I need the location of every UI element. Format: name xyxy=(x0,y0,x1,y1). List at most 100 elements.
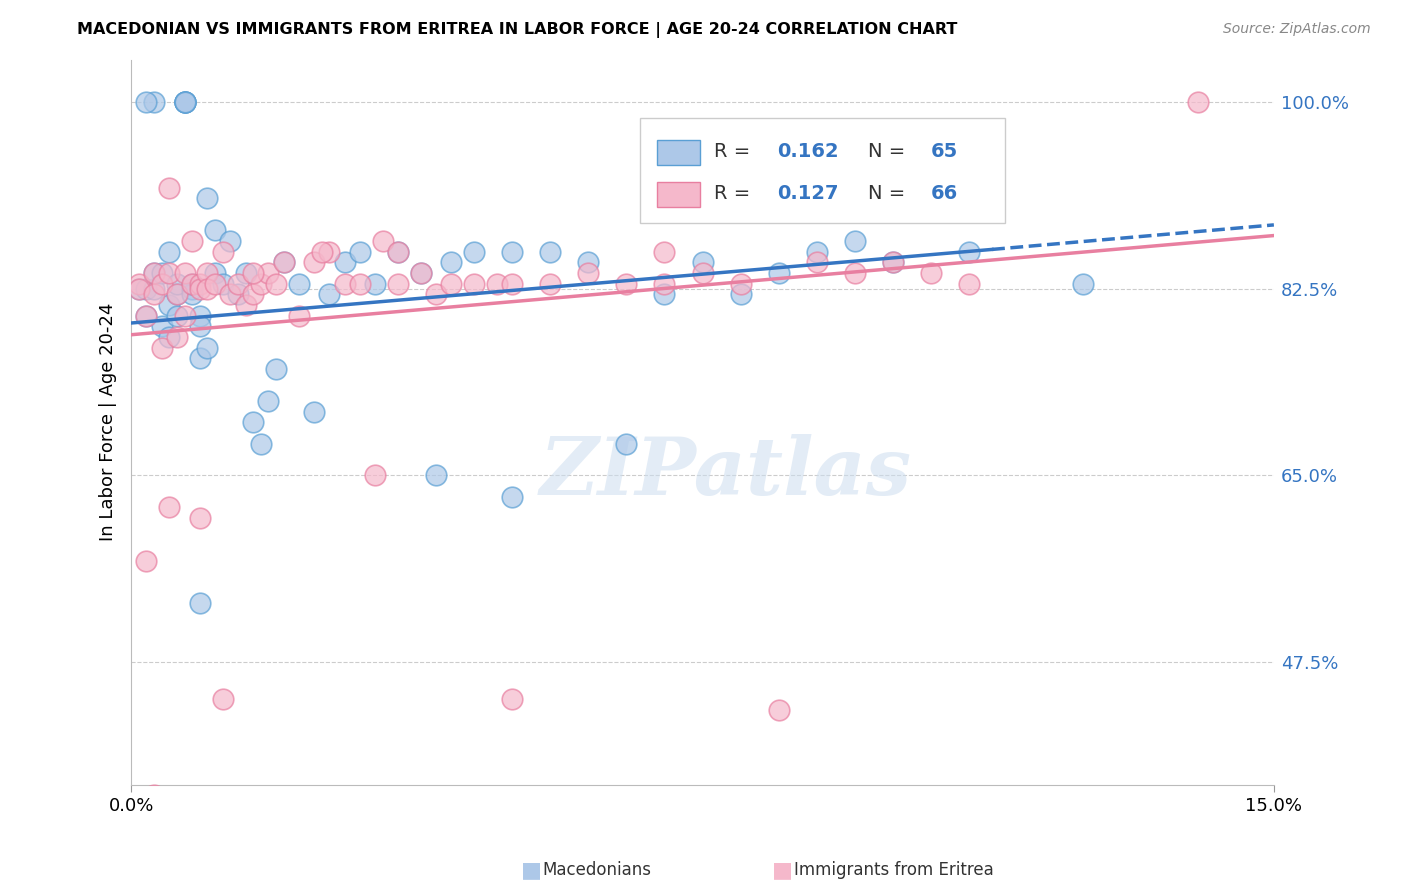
Point xyxy=(249,277,271,291)
Point xyxy=(181,277,204,291)
Point xyxy=(166,309,188,323)
Point xyxy=(143,287,166,301)
Point xyxy=(409,266,432,280)
Point xyxy=(425,468,447,483)
Point xyxy=(204,266,226,280)
Point xyxy=(135,309,157,323)
Text: N =: N = xyxy=(869,142,911,161)
Point xyxy=(211,692,233,706)
Y-axis label: In Labor Force | Age 20-24: In Labor Force | Age 20-24 xyxy=(100,303,117,541)
Point xyxy=(188,309,211,323)
FancyBboxPatch shape xyxy=(657,140,700,165)
Point xyxy=(288,309,311,323)
Point xyxy=(333,255,356,269)
Point xyxy=(143,789,166,803)
Point xyxy=(387,277,409,291)
Point xyxy=(128,282,150,296)
Point xyxy=(211,244,233,259)
Point xyxy=(806,244,828,259)
Point xyxy=(768,703,790,717)
Text: ■: ■ xyxy=(520,860,541,880)
Point xyxy=(654,244,676,259)
Point xyxy=(257,393,280,408)
Text: Macedonians: Macedonians xyxy=(543,861,651,879)
Point xyxy=(844,266,866,280)
Point xyxy=(318,244,340,259)
Text: 65: 65 xyxy=(931,142,959,161)
Point xyxy=(157,266,180,280)
Point xyxy=(318,287,340,301)
Point xyxy=(730,277,752,291)
Point xyxy=(197,191,219,205)
Point xyxy=(188,282,211,296)
FancyBboxPatch shape xyxy=(640,118,1005,223)
Text: Immigrants from Eritrea: Immigrants from Eritrea xyxy=(794,861,994,879)
Point xyxy=(364,277,387,291)
Point xyxy=(501,490,523,504)
Point xyxy=(166,287,188,301)
Point xyxy=(128,277,150,291)
Point xyxy=(150,319,173,334)
Text: Source: ZipAtlas.com: Source: ZipAtlas.com xyxy=(1223,22,1371,37)
Point xyxy=(333,277,356,291)
Text: R =: R = xyxy=(714,184,756,202)
Text: 0.127: 0.127 xyxy=(778,184,838,202)
Point xyxy=(157,244,180,259)
Point xyxy=(181,287,204,301)
Point xyxy=(143,282,166,296)
Point xyxy=(143,266,166,280)
Point xyxy=(882,255,904,269)
Point xyxy=(173,95,195,110)
Point xyxy=(501,244,523,259)
Point xyxy=(463,277,485,291)
Point xyxy=(197,341,219,355)
Point xyxy=(288,277,311,291)
Point xyxy=(768,266,790,280)
Point xyxy=(226,287,249,301)
Point xyxy=(143,95,166,110)
Point xyxy=(157,330,180,344)
Point xyxy=(920,266,942,280)
Point xyxy=(957,244,980,259)
Point xyxy=(957,277,980,291)
Point xyxy=(257,266,280,280)
FancyBboxPatch shape xyxy=(657,182,700,207)
Point xyxy=(188,511,211,525)
Point xyxy=(387,244,409,259)
Text: 66: 66 xyxy=(931,184,959,202)
Point xyxy=(616,277,638,291)
Point xyxy=(150,277,173,291)
Point xyxy=(197,266,219,280)
Point xyxy=(128,282,150,296)
Text: ■: ■ xyxy=(772,860,793,880)
Point xyxy=(166,287,188,301)
Point xyxy=(181,282,204,296)
Point xyxy=(311,244,333,259)
Point xyxy=(173,266,195,280)
Point xyxy=(143,266,166,280)
Point xyxy=(463,244,485,259)
Point xyxy=(654,287,676,301)
Point xyxy=(576,266,599,280)
Point xyxy=(249,436,271,450)
Point xyxy=(409,266,432,280)
Point xyxy=(654,277,676,291)
Point xyxy=(219,287,242,301)
Point xyxy=(616,436,638,450)
Point xyxy=(219,234,242,248)
Point xyxy=(157,180,180,194)
Point xyxy=(188,597,211,611)
Point xyxy=(371,234,394,248)
Point xyxy=(349,277,371,291)
Point xyxy=(538,244,561,259)
Point xyxy=(197,282,219,296)
Point xyxy=(135,95,157,110)
Point xyxy=(204,277,226,291)
Point xyxy=(157,500,180,515)
Point xyxy=(844,234,866,248)
Point xyxy=(188,319,211,334)
Point xyxy=(485,277,508,291)
Point xyxy=(181,277,204,291)
Point xyxy=(242,415,264,429)
Point xyxy=(273,255,295,269)
